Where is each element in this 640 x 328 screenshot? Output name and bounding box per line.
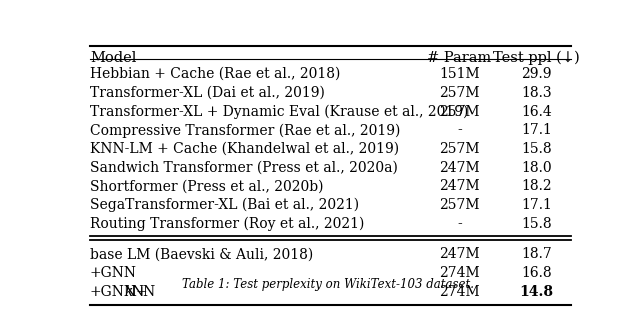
Text: 151M: 151M	[439, 67, 480, 81]
Text: 17.1: 17.1	[521, 198, 552, 212]
Text: 15.8: 15.8	[521, 217, 552, 231]
Text: Test ppl (↓): Test ppl (↓)	[493, 51, 580, 65]
Text: SegaTransformer-XL (Bai et al., 2021): SegaTransformer-XL (Bai et al., 2021)	[90, 198, 359, 212]
Text: -: -	[457, 217, 462, 231]
Text: # Param: # Param	[428, 51, 492, 65]
Text: 274M: 274M	[439, 266, 480, 280]
Text: 247M: 247M	[439, 161, 480, 174]
Text: Model: Model	[90, 51, 136, 65]
Text: -: -	[457, 123, 462, 137]
Text: 15.8: 15.8	[521, 142, 552, 156]
Text: Compressive Transformer (Rae et al., 2019): Compressive Transformer (Rae et al., 201…	[90, 123, 400, 138]
Text: 257M: 257M	[439, 86, 480, 100]
Text: 257M: 257M	[439, 142, 480, 156]
Text: 16.4: 16.4	[521, 105, 552, 118]
Text: KNN-LM + Cache (Khandelwal et al., 2019): KNN-LM + Cache (Khandelwal et al., 2019)	[90, 142, 399, 156]
Text: Transformer-XL + Dynamic Eval (Krause et al., 2019): Transformer-XL + Dynamic Eval (Krause et…	[90, 105, 468, 119]
Text: 29.9: 29.9	[521, 67, 552, 81]
Text: 247M: 247M	[439, 179, 480, 193]
Text: NN: NN	[131, 285, 156, 299]
Text: 247M: 247M	[439, 247, 480, 261]
Text: Shortformer (Press et al., 2020b): Shortformer (Press et al., 2020b)	[90, 179, 323, 193]
Text: base LM (Baevski & Auli, 2018): base LM (Baevski & Auli, 2018)	[90, 247, 313, 261]
Text: Routing Transformer (Roy et al., 2021): Routing Transformer (Roy et al., 2021)	[90, 217, 364, 231]
Text: 17.1: 17.1	[521, 123, 552, 137]
Text: k: k	[125, 285, 133, 299]
Text: Sandwich Transformer (Press et al., 2020a): Sandwich Transformer (Press et al., 2020…	[90, 161, 398, 174]
Text: 257M: 257M	[439, 105, 480, 118]
Text: Table 1: Test perplexity on WikiText-103 dataset.: Table 1: Test perplexity on WikiText-103…	[182, 278, 474, 291]
Text: 257M: 257M	[439, 198, 480, 212]
Text: +GNN+: +GNN+	[90, 285, 148, 299]
Text: 18.0: 18.0	[521, 161, 552, 174]
Text: Hebbian + Cache (Rae et al., 2018): Hebbian + Cache (Rae et al., 2018)	[90, 67, 340, 81]
Text: 18.3: 18.3	[521, 86, 552, 100]
Text: 274M: 274M	[439, 285, 480, 299]
Text: +GNN: +GNN	[90, 266, 137, 280]
Text: 18.7: 18.7	[521, 247, 552, 261]
Text: Transformer-XL (Dai et al., 2019): Transformer-XL (Dai et al., 2019)	[90, 86, 324, 100]
Text: 14.8: 14.8	[519, 285, 554, 299]
Text: 16.8: 16.8	[521, 266, 552, 280]
Text: 18.2: 18.2	[521, 179, 552, 193]
